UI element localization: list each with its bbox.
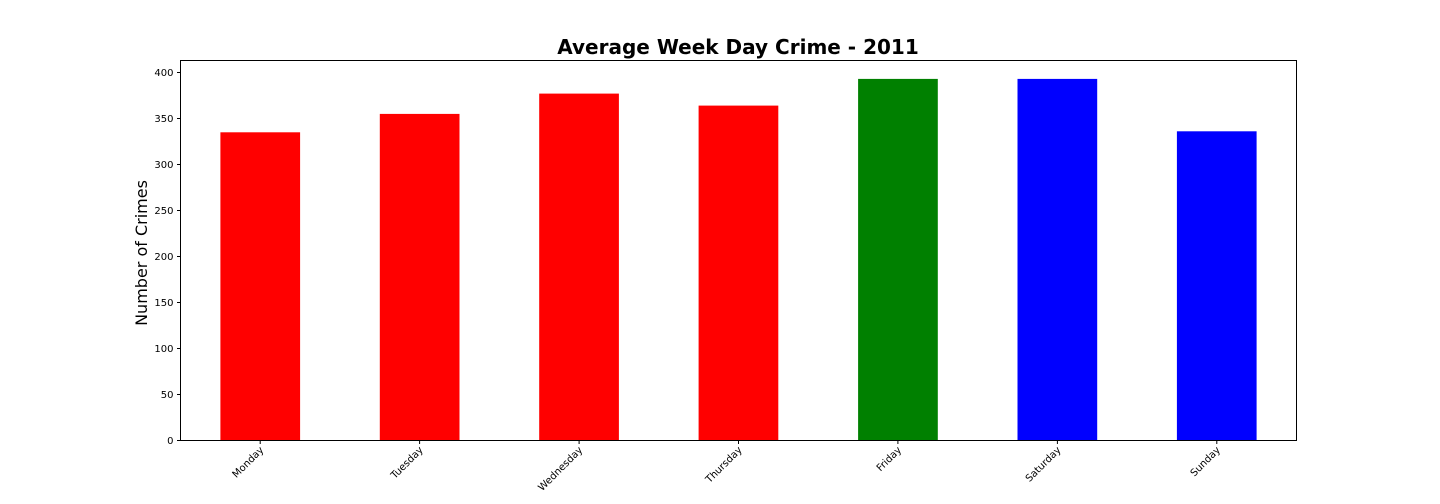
y-tick-label: 150 — [154, 298, 173, 309]
y-tick-label: 50 — [161, 390, 174, 401]
y-tick-label: 300 — [154, 160, 173, 171]
y-tick-label: 200 — [154, 252, 173, 263]
y-axis: 0 50 100 150 200 250 300 350 400 — [154, 68, 181, 447]
x-tick-label: Friday — [875, 445, 904, 474]
chart-title: Average Week Day Crime - 2011 — [557, 35, 918, 59]
x-tick-label: Thursday — [703, 445, 744, 486]
bar-sunday — [1176, 131, 1257, 441]
y-tick-label: 0 — [167, 436, 173, 447]
bar-wednesday — [539, 93, 619, 441]
bar-monday — [220, 132, 301, 441]
bar-thursday — [698, 105, 779, 441]
bar-friday — [858, 78, 938, 441]
y-tick-label: 250 — [154, 206, 173, 217]
y-tick-label: 100 — [154, 344, 173, 355]
y-tick-label: 350 — [154, 114, 173, 125]
x-axis: Monday Tuesday Wednesday Thursday Friday Satu… — [231, 440, 1223, 494]
plot-area-frame — [180, 60, 1297, 441]
y-axis-label: Number of Crimes — [132, 180, 151, 326]
bar-tuesday — [379, 113, 460, 441]
x-tick-label: Wednesday — [536, 445, 585, 494]
x-tick-label: Saturday — [1024, 445, 1064, 485]
y-tick-label: 400 — [154, 68, 173, 79]
x-tick-label: Sunday — [1189, 445, 1223, 479]
bars-group — [220, 78, 1257, 441]
bar-saturday — [1017, 78, 1098, 441]
x-tick-label: Tuesday — [388, 445, 425, 482]
x-tick-label: Monday — [231, 445, 267, 481]
